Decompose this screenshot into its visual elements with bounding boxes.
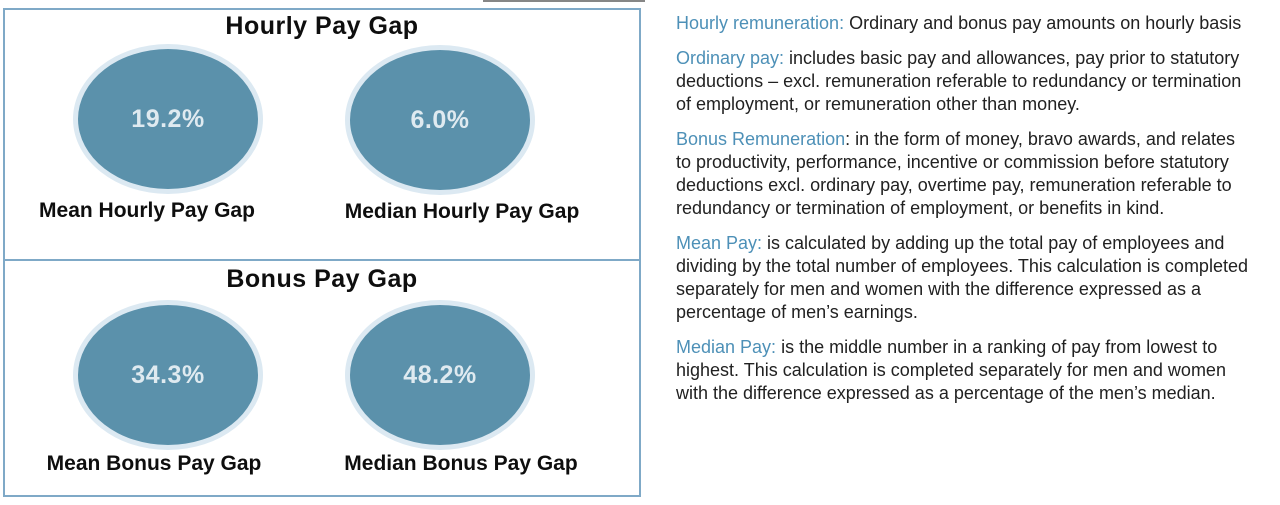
definition-median-pay: Median Pay: is the middle number in a ra… [676,336,1252,405]
definition-term: Mean Pay: [676,233,763,253]
top-edge-artifact-line [483,0,645,2]
panel-divider [5,259,639,261]
definition-text: is calculated by adding up the total pay… [676,233,1248,322]
definition-term: Bonus Remuneration [676,129,846,149]
mean-hourly-gauge-label: Mean Hourly Pay Gap [39,199,255,222]
median-bonus-gauge-label: Median Bonus Pay Gap [344,452,578,475]
definition-hourly-remuneration: Hourly remuneration: Ordinary and bonus … [676,12,1252,35]
definition-text: : in the form of money, bravo awards, an… [676,129,1235,218]
mean-bonus-gauge-value: 34.3% [131,360,205,389]
median-hourly-gauge-circle: 6.0% [345,45,535,195]
bonus-panel-title: Bonus Pay Gap [226,265,418,293]
mean-bonus-gauge-circle: 34.3% [73,300,263,450]
bonus-pay-gap-panel: Bonus Pay Gap 34.3% 48.2% Mean Bonus Pay… [5,261,639,497]
definition-text: is the middle number in a ranking of pay… [676,337,1226,403]
definitions-column: Hourly remuneration: Ordinary and bonus … [676,4,1252,417]
definition-text: Ordinary and bonus pay amounts on hourly… [844,13,1242,33]
gap-panels-box: Hourly Pay Gap 19.2% 6.0% Mean Hourly Pa… [3,8,641,497]
definition-text: includes basic pay and allowances, pay p… [676,48,1242,114]
median-hourly-gauge-value: 6.0% [410,105,470,134]
definition-term: Hourly remuneration: [676,13,845,33]
hourly-panel-title: Hourly Pay Gap [225,12,419,40]
median-hourly-gauge-label: Median Hourly Pay Gap [344,200,580,223]
definition-term: Ordinary pay: [676,48,785,68]
definition-mean-pay: Mean Pay: is calculated by adding up the… [676,232,1252,324]
median-bonus-gauge-value: 48.2% [403,360,477,389]
definition-ordinary-pay: Ordinary pay: includes basic pay and all… [676,47,1252,116]
median-bonus-gauge-circle: 48.2% [345,300,535,450]
mean-bonus-gauge-label: Mean Bonus Pay Gap [46,452,262,475]
definition-term: Median Pay: [676,337,777,357]
hourly-pay-gap-panel: Hourly Pay Gap 19.2% 6.0% Mean Hourly Pa… [5,10,639,259]
mean-hourly-gauge-circle: 19.2% [73,44,263,194]
definition-bonus-remuneration: Bonus Remuneration: in the form of money… [676,128,1252,220]
mean-hourly-gauge-value: 19.2% [131,104,205,133]
